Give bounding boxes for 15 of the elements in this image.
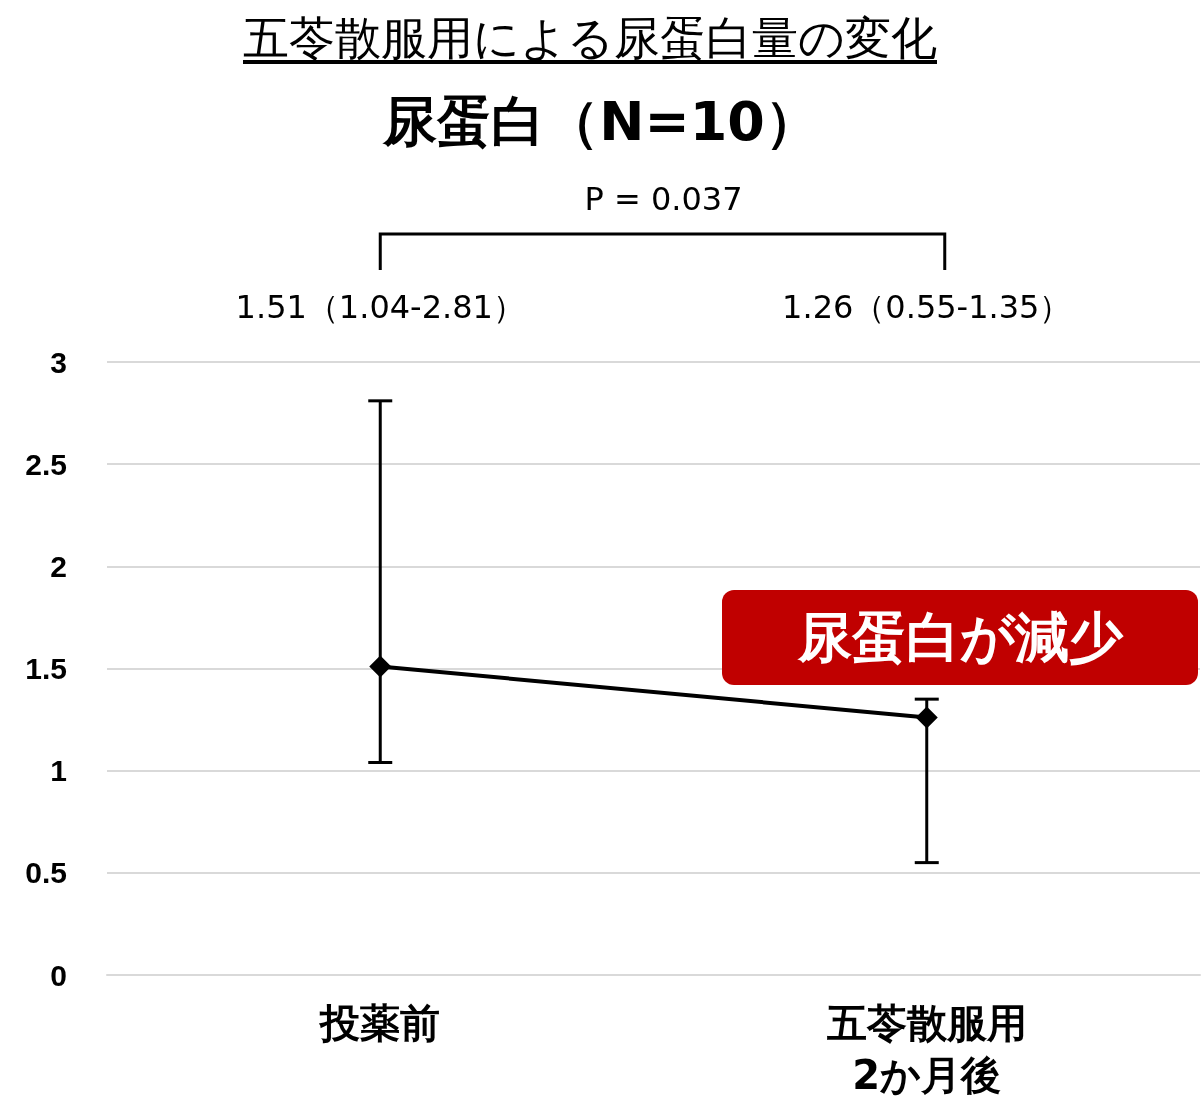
y-tick-label: 0.5 bbox=[25, 856, 67, 890]
chart-title: 五苓散服用による尿蛋白量の変化 bbox=[242, 10, 938, 67]
x-tick-label: 五苓散服用2か月後 bbox=[825, 1000, 1027, 1098]
y-tick-label: 1 bbox=[50, 754, 67, 788]
text: P = 0.037 bbox=[584, 180, 743, 218]
data-label: 1.51（1.04-2.81） bbox=[235, 288, 525, 326]
data-label: 1.26（0.55-1.35） bbox=[782, 288, 1072, 326]
y-tick-label: 3 bbox=[50, 345, 67, 379]
chart-subtitle: 尿蛋白（N=10） bbox=[381, 89, 820, 155]
y-tick-label: 1.5 bbox=[25, 652, 67, 685]
annotation: 尿蛋白が減少 bbox=[796, 605, 1124, 669]
y-tick-label: 2 bbox=[50, 549, 67, 583]
y-tick-label: 0 bbox=[50, 958, 67, 992]
x-tick-label: 投薬前 bbox=[318, 1000, 441, 1046]
y-tick-label: 2.5 bbox=[25, 447, 67, 481]
